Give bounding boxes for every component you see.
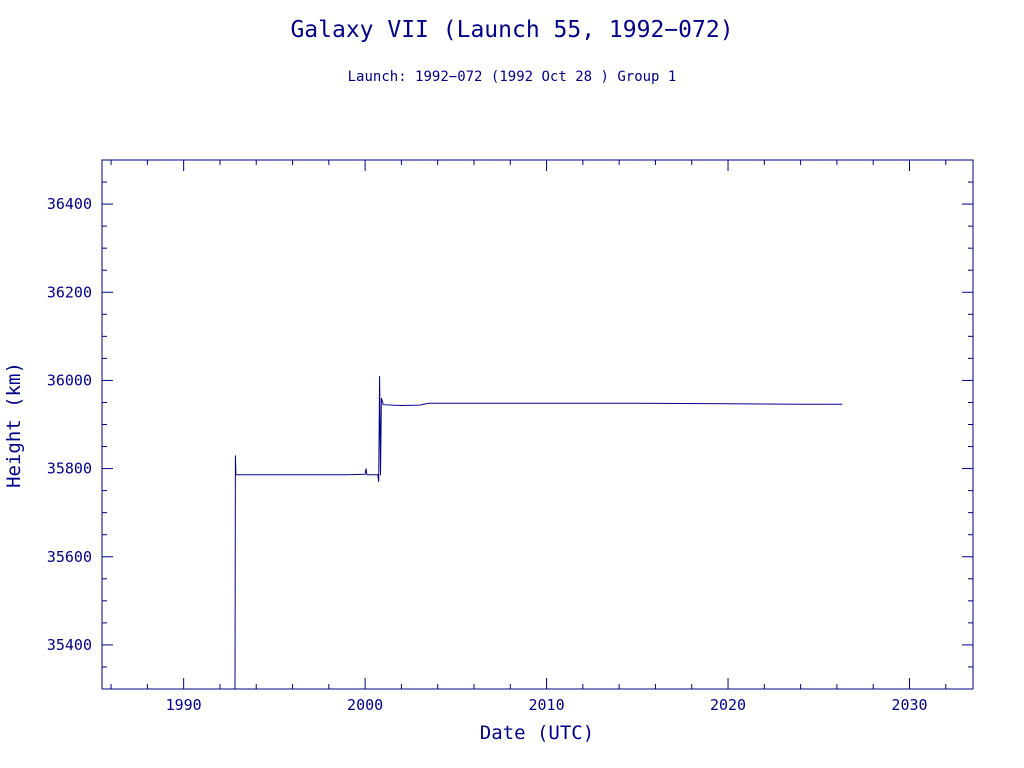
y-axis: 35400 35600 35800 36000 36200 36400 xyxy=(47,195,973,654)
series-line-height xyxy=(234,375,843,690)
y-tick-label: 36400 xyxy=(47,195,92,213)
x-tick-label: 2000 xyxy=(347,696,383,714)
chart-title: Galaxy VII (Launch 55, 1992−072) xyxy=(290,17,733,43)
x-axis: 1990 2000 2010 2020 2030 xyxy=(166,160,928,714)
x-axis-label: Date (UTC) xyxy=(480,722,594,744)
y-tick-label: 35800 xyxy=(47,460,92,478)
x-minor-ticks xyxy=(110,160,947,689)
x-tick-label: 2010 xyxy=(529,696,565,714)
x-tick-label: 2020 xyxy=(710,696,746,714)
y-tick-label: 36200 xyxy=(47,283,92,301)
chart-subtitle: Launch: 1992−072 (1992 Oct 28 ) Group 1 xyxy=(348,69,677,85)
plot-frame xyxy=(101,159,974,690)
x-tick-label: 2030 xyxy=(891,696,927,714)
y-minor-ticks xyxy=(102,159,973,690)
y-tick-label: 36000 xyxy=(47,371,92,389)
x-tick-label: 1990 xyxy=(166,696,202,714)
y-tick-label: 35600 xyxy=(47,548,92,566)
y-tick-label: 35400 xyxy=(47,636,92,654)
y-axis-label: Height (km) xyxy=(3,362,25,488)
